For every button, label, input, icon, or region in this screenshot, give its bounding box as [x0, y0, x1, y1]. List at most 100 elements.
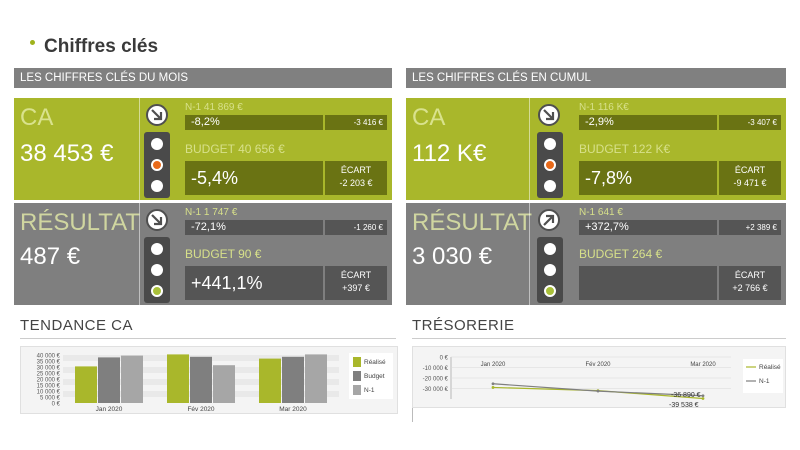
ecart-label: ÉCART — [734, 270, 766, 280]
y-tick-label: -20 000 € — [423, 377, 449, 383]
y-tick-label: -10 000 € — [423, 366, 449, 372]
traffic-light — [537, 132, 563, 198]
ecart-value: -2 203 € — [339, 178, 373, 188]
section-header-cumul: LES CHIFFRES CLÉS EN CUMUL — [406, 68, 786, 88]
ecart-box: ÉCART +397 € — [325, 266, 387, 300]
ecart-value: +397 € — [342, 283, 370, 293]
y-tick-label: 15 000 € — [37, 384, 61, 390]
n1-label: N-1 41 869 € — [185, 102, 243, 113]
title-bullet — [30, 40, 35, 45]
ecart-value: -9 471 € — [733, 178, 767, 188]
n1-pct: -72,1% — [185, 220, 323, 235]
ecart-label: ÉCART — [734, 165, 766, 175]
kpi-panel-resultat-month: RÉSULTAT 487 € N-1 1 747 € -72,1% -1 260… — [14, 203, 392, 305]
budget-label: BUDGET 122 K€ — [579, 142, 671, 156]
data-point — [491, 386, 495, 389]
y-tick-label: 0 € — [440, 356, 449, 362]
panel-divider — [529, 98, 530, 200]
kpi-label: CA — [20, 104, 54, 131]
budget-pct: -7,8% — [585, 168, 633, 188]
bar-chart: 40 000 €35 000 €30 000 €25 000 €20 000 €… — [37, 353, 393, 413]
data-label: -36 890 € — [671, 392, 701, 399]
line-chart: 0 € -10 000 € -20 000 € -30 000 € Jan 2020 Fé… — [423, 356, 783, 409]
n1-label: N-1 116 K€ — [579, 102, 629, 113]
data-point — [596, 389, 600, 393]
bar — [305, 354, 327, 403]
section-header-month: LES CHIFFRES CLÉS DU MOIS — [14, 68, 392, 88]
n1-pct: -8,2% — [185, 115, 323, 130]
bar — [282, 356, 304, 403]
y-tick-label: -30 000 € — [423, 387, 449, 393]
data-point — [701, 394, 705, 398]
ecart-box: ÉCART -9 471 € — [719, 161, 781, 195]
traffic-light — [537, 237, 563, 303]
budget-pct: -5,4% — [191, 168, 239, 188]
kpi-panel-ca-cumul: CA 112 K€ N-1 116 K€ -2,9% -3 407 € BUDG… — [406, 98, 786, 200]
budget-label: BUDGET 40 656 € — [185, 142, 285, 156]
bar — [190, 356, 212, 403]
bar — [98, 357, 120, 403]
budget-pct-box: +441,1% — [185, 266, 323, 300]
arrow-down-right-icon — [146, 104, 168, 126]
n1-diff: +2 389 € — [719, 220, 781, 235]
y-tick-label: 40 000 € — [37, 354, 61, 360]
kpi-label: RÉSULTAT — [412, 209, 533, 236]
kpi-panel-resultat-cumul: RÉSULTAT 3 030 € N-1 641 € +372,7% +2 38… — [406, 203, 786, 305]
x-tick-label: Fév 2020 — [187, 406, 214, 413]
bar — [167, 354, 189, 403]
traffic-light — [144, 132, 170, 198]
x-tick-label: Jan 2020 — [96, 406, 123, 413]
x-tick-label: Mar 2020 — [279, 406, 307, 413]
legend-swatch — [353, 385, 361, 395]
x-tick-label: Mar 2020 — [690, 362, 716, 368]
legend-label: Réalisé — [759, 364, 781, 371]
kpi-value: 487 € — [20, 243, 81, 270]
ecart-value: +2 766 € — [732, 283, 768, 293]
n1-pct: -2,9% — [579, 115, 717, 130]
ecart-label: ÉCART — [340, 270, 372, 280]
legend-swatch — [353, 357, 361, 367]
legend-swatch — [353, 371, 361, 381]
y-tick-label: 10 000 € — [37, 390, 61, 396]
ecart-label: ÉCART — [340, 165, 372, 175]
panel-divider — [139, 203, 140, 305]
arrow-down-right-icon — [146, 209, 168, 231]
kpi-value: 38 453 € — [20, 140, 114, 167]
bar — [75, 366, 97, 403]
kpi-label: CA — [412, 104, 446, 131]
y-tick-label: 20 000 € — [37, 378, 61, 384]
bar — [121, 355, 143, 403]
x-tick-label: Fév 2020 — [585, 362, 611, 368]
chart-tick — [412, 408, 413, 422]
data-point — [701, 397, 705, 400]
budget-label: BUDGET 90 € — [185, 247, 262, 261]
y-tick-label: 5 000 € — [40, 396, 61, 402]
legend-label: Budget — [364, 373, 385, 380]
y-tick-label: 35 000 € — [37, 360, 61, 366]
bar — [213, 365, 235, 403]
legend-label: N-1 — [759, 378, 770, 385]
n1-label: N-1 1 747 € — [185, 207, 238, 218]
y-tick-label: 30 000 € — [37, 366, 61, 372]
legend-label: N-1 — [364, 387, 375, 394]
bar-chart-frame: 40 000 €35 000 €30 000 €25 000 €20 000 €… — [20, 346, 398, 414]
ecart-box: ÉCART +2 766 € — [719, 266, 781, 300]
panel-divider — [139, 98, 140, 200]
data-point — [491, 382, 495, 386]
arrow-down-right-icon — [538, 104, 560, 126]
line-chart-frame: 0 € -10 000 € -20 000 € -30 000 € Jan 2020 Fé… — [412, 346, 786, 409]
n1-label: N-1 641 € — [579, 207, 623, 218]
budget-pct-box: -5,4% — [185, 161, 323, 195]
y-tick-label: 25 000 € — [37, 372, 61, 378]
n1-diff: -1 260 € — [325, 220, 387, 235]
traffic-light — [144, 237, 170, 303]
budget-pct-box — [579, 266, 717, 300]
chart-title-tendance: TENDANCE CA — [20, 317, 134, 334]
kpi-panel-ca-month: CA 38 453 € N-1 41 869 € -8,2% -3 416 € … — [14, 98, 392, 200]
budget-pct-box: -7,8% — [579, 161, 717, 195]
ecart-box: ÉCART -2 203 € — [325, 161, 387, 195]
title-underline — [20, 338, 396, 339]
bar — [259, 358, 281, 403]
page-title: Chiffres clés — [44, 36, 159, 57]
title-underline — [412, 338, 786, 339]
